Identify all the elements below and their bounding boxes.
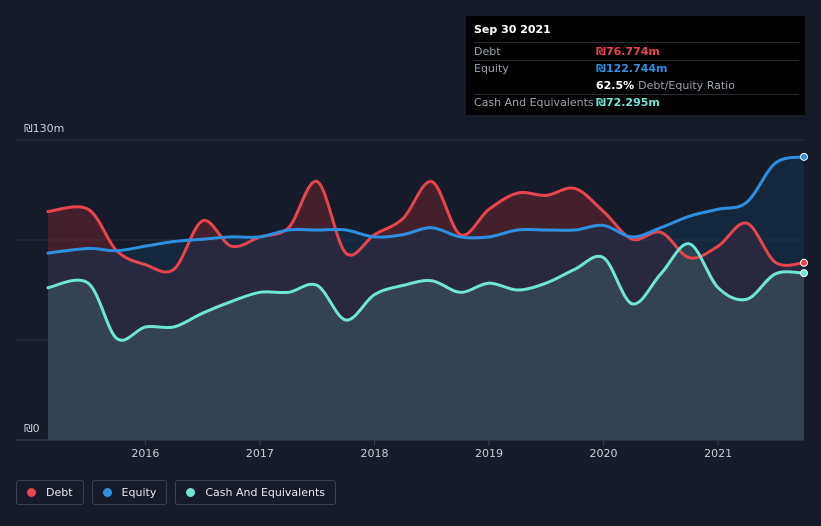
x-tick-label: 2018 xyxy=(360,447,388,460)
area-cash-and-equivalents xyxy=(48,243,804,440)
end-marker-equity xyxy=(800,152,808,161)
tooltip-row-ratio: 62.5% Debt/Equity Ratio xyxy=(474,77,799,94)
tooltip-row-debt: Debt ₪76.774m xyxy=(474,42,799,60)
legend-label-equity: Equity xyxy=(121,486,157,499)
tooltip-ratio-value: 62.5% xyxy=(596,78,635,92)
tooltip-debt-value: ₪76.774m xyxy=(596,44,660,58)
tooltip-cash-label: Cash And Equivalents xyxy=(474,96,594,110)
x-tick-label: 2019 xyxy=(475,447,503,460)
y-axis-bottom-label: ₪0 xyxy=(24,422,40,435)
line-cash-and-equivalents xyxy=(46,242,806,342)
line-equity xyxy=(46,155,806,255)
legend-dot-cash xyxy=(186,488,196,497)
legend-item-debt[interactable]: Debt xyxy=(16,480,84,505)
tooltip-debt-label: Debt xyxy=(474,44,501,58)
tooltip-ratio-label: Debt/Equity Ratio xyxy=(638,78,735,92)
tooltip-cash-value: ₪72.295m xyxy=(596,96,660,110)
tooltip-equity-label: Equity xyxy=(474,62,509,76)
legend-dot-debt xyxy=(27,488,36,497)
x-tick-label: 2017 xyxy=(246,447,274,460)
tooltip-date: Sep 30 2021 xyxy=(474,23,551,36)
tooltip-panel: Sep 30 2021 Debt ₪76.774m Equity ₪122.74… xyxy=(466,16,805,115)
end-marker-cash-and-equivalents xyxy=(800,269,808,278)
tooltip-equity-value: ₪122.744m xyxy=(596,62,668,76)
tooltip-row-cash: Cash And Equivalents ₪72.295m xyxy=(474,93,799,112)
x-tick-label: 2021 xyxy=(704,447,732,460)
legend-dot-equity xyxy=(102,488,112,497)
x-tick-label: 2016 xyxy=(131,447,159,460)
chart-legend: Debt Equity Cash And Equivalents xyxy=(16,480,336,505)
y-axis-top-label: ₪130m xyxy=(24,122,64,135)
x-tick-label: 2020 xyxy=(590,447,618,460)
end-marker-debt xyxy=(800,258,808,267)
legend-item-cash[interactable]: Cash And Equivalents xyxy=(175,480,336,505)
legend-item-equity[interactable]: Equity xyxy=(91,480,168,505)
legend-label-cash: Cash And Equivalents xyxy=(205,486,325,499)
legend-label-debt: Debt xyxy=(46,486,73,499)
tooltip-row-equity: Equity ₪122.744m xyxy=(474,59,799,78)
